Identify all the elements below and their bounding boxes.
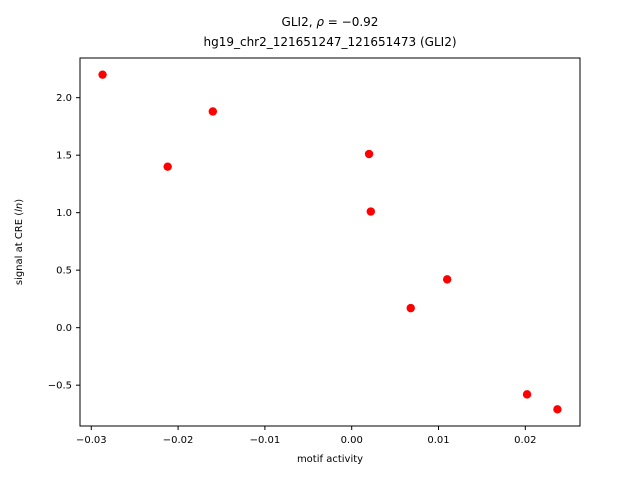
data-point: [522, 390, 532, 399]
y-axis-label-suffix: ): [14, 199, 25, 203]
data-point: [406, 303, 415, 313]
chart-subtitle: hg19_chr2_121651247_121651473 (GLI2): [203, 35, 456, 49]
chart-title-rho: ρ: [316, 15, 324, 29]
data-point: [366, 207, 375, 216]
y-tick-label: 0.0: [56, 323, 72, 334]
data-point: [553, 405, 562, 414]
y-tick-label: 1.5: [56, 151, 72, 162]
x-axis-label: motif activity: [297, 454, 363, 465]
data-point: [163, 162, 172, 171]
chart-title-prefix: GLI2,: [282, 15, 317, 29]
chart-title-suffix: = −0.92: [324, 15, 378, 29]
chart-title: GLI2, ρ = −0.92: [282, 15, 379, 29]
data-point: [442, 275, 452, 284]
data-point: [208, 107, 218, 116]
y-tick-label: 2.0: [56, 93, 72, 104]
x-tick-label: 0.01: [427, 435, 449, 446]
y-tick-label: −0.5: [48, 381, 72, 392]
y-tick-label: 1.0: [56, 208, 72, 219]
x-tick-label: −0.03: [76, 435, 107, 446]
y-axis-label: signal at CRE (ln): [14, 199, 25, 285]
axes-border: [79, 57, 581, 427]
x-tick-label: 0.02: [514, 435, 536, 446]
data-point: [364, 149, 374, 159]
x-tick-label: −0.02: [163, 435, 194, 446]
data-point: [98, 70, 107, 79]
y-axis-label-prefix: signal at CRE (: [14, 212, 25, 285]
y-tick-label: 0.5: [56, 266, 72, 277]
plot-area: −0.03 −0.02 −0.01 0.00 0.01 0.02 −0.5 0.0 0.5 1.0…: [48, 57, 581, 446]
x-tick-label: 0.00: [341, 435, 363, 446]
y-axis-label-italic: ln: [14, 203, 25, 212]
x-tick-label: −0.01: [250, 435, 281, 446]
